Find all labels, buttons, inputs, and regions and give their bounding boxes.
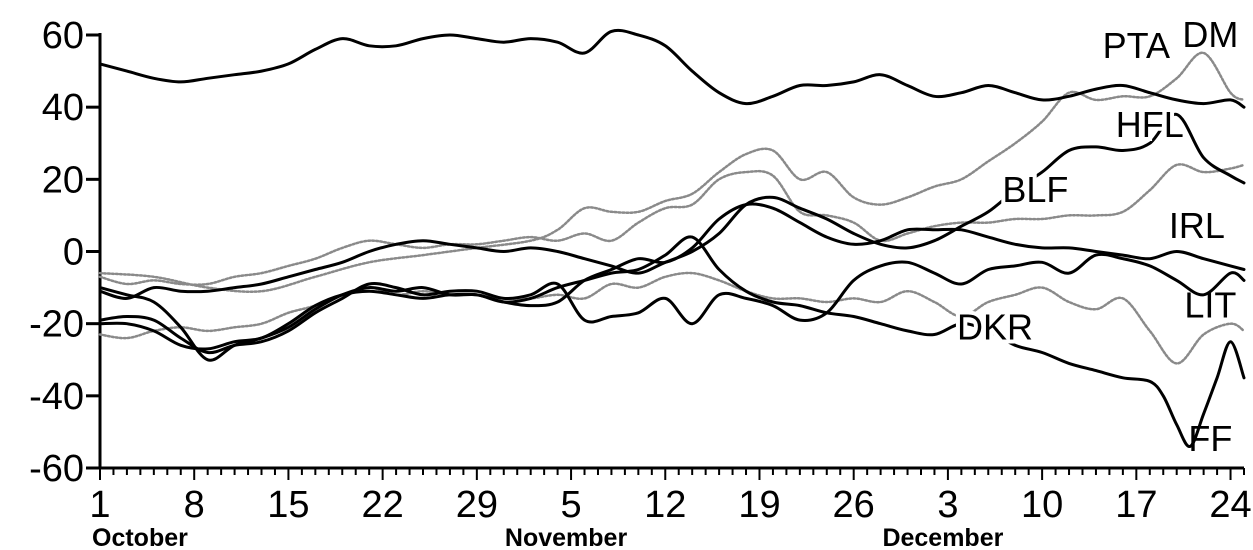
y-axis: 60 40 20 0 -20 -40 -60 <box>29 15 102 490</box>
series-layer <box>98 28 1246 448</box>
series-label-irl: IRL <box>1169 205 1225 246</box>
y-tick-label: -60 <box>29 448 84 490</box>
series-label-ff: FF <box>1188 418 1232 459</box>
x-tick-label: 24 <box>1209 484 1251 526</box>
y-tick-label: -20 <box>29 304 84 346</box>
x-tick-label: 17 <box>1115 484 1157 526</box>
series-label-blf: BLF <box>1002 169 1068 210</box>
month-label-october: October <box>92 524 188 550</box>
series-line-ff <box>98 235 1246 448</box>
series-label-dm: DM <box>1182 14 1238 55</box>
x-tick-label: 12 <box>644 484 686 526</box>
x-tick-label: 8 <box>184 484 205 526</box>
x-tick-label: 3 <box>937 484 958 526</box>
x-tick-label: 29 <box>456 484 498 526</box>
x-axis: 1 8 15 22 29 5 12 19 26 3 10 17 24 October November Dec… <box>89 466 1252 550</box>
x-tick-label: 15 <box>267 484 309 526</box>
x-tick-label: 19 <box>738 484 780 526</box>
series-line-dm <box>98 51 1246 293</box>
x-tick-label: 1 <box>89 484 110 526</box>
y-tick-label: 60 <box>42 15 84 57</box>
x-tick-label: 10 <box>1021 484 1063 526</box>
y-tick-label: 0 <box>63 232 84 274</box>
series-label-pta: PTA <box>1103 25 1170 66</box>
x-tick-label: 26 <box>833 484 875 526</box>
month-label-december: December <box>882 524 1003 550</box>
series-label-layer: PTA DM HFL BLF IRL LIT DKR FF <box>953 14 1238 459</box>
x-tick-label: 22 <box>361 484 403 526</box>
x-tick-label: 5 <box>560 484 581 526</box>
series-line-irl <box>98 202 1246 351</box>
y-tick-label: 20 <box>42 159 84 201</box>
series-label-lit: LIT <box>1184 285 1236 326</box>
month-label-november: November <box>505 524 628 550</box>
series-line-pta <box>98 28 1246 109</box>
series-line-blf <box>98 163 1246 286</box>
y-tick-label: -40 <box>29 376 84 418</box>
series-label-dkr: DKR <box>957 306 1033 347</box>
series-line-lit <box>98 252 1246 355</box>
series-line-dkr <box>98 271 1246 365</box>
series-label-hfl: HFL <box>1116 104 1184 145</box>
y-tick-label: 40 <box>42 87 84 129</box>
